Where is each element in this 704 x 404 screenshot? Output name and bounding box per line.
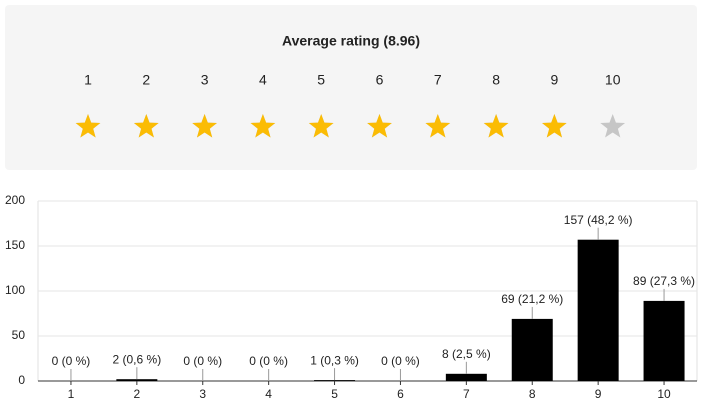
x-tick-label: 2 xyxy=(134,387,141,401)
star-empty xyxy=(600,114,626,138)
scale-label: 5 xyxy=(317,72,325,88)
star-filled xyxy=(308,114,334,138)
x-tick-label: 8 xyxy=(529,387,536,401)
scale-label: 8 xyxy=(492,72,500,88)
value-label: 157 (48,2 %) xyxy=(564,213,633,227)
star-filled xyxy=(367,114,392,138)
scale-label: 3 xyxy=(201,72,209,88)
value-label: 0 (0 %) xyxy=(381,354,420,368)
bar xyxy=(511,318,553,381)
value-label: 69 (21,2 %) xyxy=(501,292,563,306)
star-filled xyxy=(425,114,451,138)
scale-label: 4 xyxy=(259,72,267,88)
star-filled xyxy=(75,114,101,138)
y-tick-label: 150 xyxy=(5,238,25,252)
value-label: 0 (0 %) xyxy=(249,354,288,368)
x-tick-label: 5 xyxy=(331,387,338,401)
scale-label: 10 xyxy=(605,72,621,88)
x-tick-label: 3 xyxy=(199,387,206,401)
star-filled xyxy=(133,114,159,138)
bar xyxy=(643,300,685,381)
value-label: 89 (27,3 %) xyxy=(633,274,695,288)
x-tick-label: 9 xyxy=(595,387,602,401)
value-label: 0 (0 %) xyxy=(52,354,91,368)
bar xyxy=(445,373,487,381)
average-title: Average rating (8.96) xyxy=(282,33,420,49)
value-label: 2 (0,6 %) xyxy=(113,352,162,366)
y-tick-label: 200 xyxy=(5,193,25,207)
scale-label: 9 xyxy=(551,72,559,88)
star-filled xyxy=(192,114,217,138)
x-tick-label: 7 xyxy=(463,387,470,401)
value-label: 8 (2,5 %) xyxy=(442,347,491,361)
scale-label: 2 xyxy=(142,72,150,88)
x-tick-label: 1 xyxy=(68,387,75,401)
star-filled xyxy=(483,114,509,138)
bar xyxy=(577,239,619,381)
y-tick-label: 0 xyxy=(18,373,25,387)
bar xyxy=(314,380,356,381)
star-filled xyxy=(542,114,567,138)
star-filled xyxy=(250,114,276,138)
scale-label: 7 xyxy=(434,72,442,88)
x-tick-label: 4 xyxy=(265,387,272,401)
value-label: 0 (0 %) xyxy=(183,354,222,368)
y-tick-label: 50 xyxy=(12,328,26,342)
value-label: 1 (0,3 %) xyxy=(310,353,359,367)
x-tick-label: 6 xyxy=(397,387,404,401)
scale-label: 6 xyxy=(376,72,384,88)
rating-panel xyxy=(5,5,697,170)
x-tick-label: 10 xyxy=(657,387,671,401)
bar xyxy=(116,379,158,381)
y-tick-label: 100 xyxy=(5,283,25,297)
scale-label: 1 xyxy=(84,72,92,88)
